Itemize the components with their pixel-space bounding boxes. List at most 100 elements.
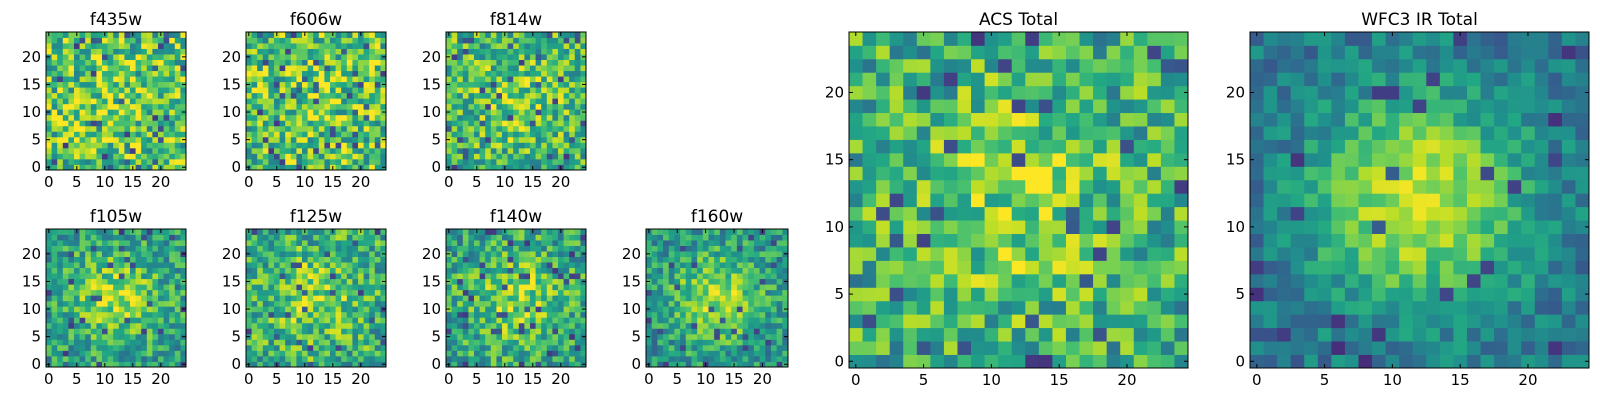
x-tick-label: 0 [444, 370, 454, 388]
heatmap-cell [451, 355, 458, 362]
heatmap-cell [363, 81, 370, 88]
heatmap-cell [74, 37, 80, 44]
heatmap-cell [51, 262, 58, 269]
heatmap-cell [118, 37, 125, 44]
heatmap-cell [141, 273, 148, 280]
heatmap-cell [363, 103, 370, 110]
heatmap-cell [580, 273, 587, 280]
heatmap-cell [943, 260, 958, 275]
heatmap-cell [74, 284, 80, 291]
heatmap-cell [685, 289, 692, 296]
heatmap-cell [68, 136, 75, 143]
heatmap-cell [257, 350, 264, 357]
heatmap-cell [246, 65, 252, 72]
heatmap-cell [731, 278, 738, 285]
heatmap-cell [369, 37, 376, 44]
heatmap-cell [74, 131, 80, 138]
heatmap-cell [174, 37, 181, 44]
heatmap-cell [380, 245, 387, 252]
heatmap-cell [748, 355, 755, 362]
heatmap-cell [569, 295, 576, 302]
heatmap-cell [943, 193, 958, 208]
heatmap-cell [1065, 314, 1080, 329]
heatmap-cell [324, 54, 331, 60]
heatmap-cell [697, 240, 704, 246]
heatmap-cell [518, 125, 525, 132]
heatmap-cell [474, 43, 480, 49]
heatmap-cell [296, 142, 303, 149]
heatmap-cell [552, 289, 559, 296]
heatmap-cell [719, 295, 726, 302]
heatmap-cell [341, 81, 348, 88]
heatmap-cell [335, 136, 342, 143]
heatmap-cell [691, 245, 698, 252]
heatmap-cell [507, 120, 514, 127]
heatmap-cell [46, 153, 52, 160]
heatmap-cell [563, 125, 570, 132]
heatmap-cell [102, 131, 108, 138]
heatmap-cell [490, 322, 497, 329]
heatmap-cell [158, 240, 164, 246]
heatmap-cell [574, 229, 581, 235]
heatmap-cell [1133, 166, 1148, 181]
heatmap-cell [152, 43, 159, 49]
heatmap-cell [313, 350, 320, 357]
heatmap-cell [502, 311, 508, 318]
heatmap-cell [302, 54, 308, 60]
heatmap-cell [930, 273, 945, 288]
heatmap-cell [663, 300, 670, 307]
heatmap-cell [251, 54, 258, 60]
heatmap-cell [862, 354, 877, 369]
heatmap-cell [180, 70, 187, 77]
heatmap-cell [352, 48, 359, 55]
heatmap-cell [507, 158, 514, 165]
heatmap-cell [530, 48, 536, 55]
heatmap-cell [51, 344, 58, 351]
heatmap-cell [541, 114, 548, 121]
heatmap-cell [374, 322, 381, 329]
heatmap-cell [141, 125, 148, 132]
heatmap-cell [290, 278, 297, 285]
heatmap-cell [563, 109, 570, 116]
heatmap-cell [374, 98, 381, 105]
x-tick-label: 0 [244, 370, 254, 388]
heatmap-cell [380, 322, 387, 329]
heatmap-cell [174, 229, 181, 235]
heatmap-cell [274, 131, 280, 138]
heatmap-cell [130, 87, 136, 94]
heatmap-cell [691, 339, 698, 346]
heatmap-cell [680, 262, 687, 269]
heatmap-cell [651, 328, 658, 335]
heatmap-cell [158, 147, 164, 154]
heatmap-cell [742, 267, 749, 274]
heatmap-cell [257, 306, 264, 313]
heatmap-cell [889, 287, 904, 302]
heatmap-cell [685, 350, 692, 357]
heatmap-cell [307, 350, 314, 357]
heatmap-cell [462, 103, 469, 110]
heatmap-cell [685, 256, 692, 263]
heatmap-cell [657, 355, 664, 362]
heatmap-cell [152, 361, 159, 368]
heatmap-cell [174, 142, 181, 149]
heatmap-cell [62, 322, 69, 329]
heatmap-cell [318, 114, 325, 121]
heatmap-cell [62, 306, 69, 313]
heatmap-cell [468, 300, 475, 307]
heatmap-cell [580, 317, 587, 324]
heatmap-cell [782, 328, 789, 335]
heatmap-cell [324, 333, 331, 340]
heatmap-cell [163, 284, 170, 291]
heatmap-cell [889, 179, 904, 194]
heatmap-cell [79, 158, 86, 165]
heatmap-cell [279, 142, 286, 149]
heatmap-cell [657, 245, 664, 252]
x-tick-label: 0 [44, 370, 54, 388]
heatmap-cell [1120, 327, 1135, 342]
heatmap-cell [1079, 314, 1094, 329]
heatmap-cell [502, 120, 508, 127]
heatmap-cell [541, 355, 548, 362]
heatmap-cell [251, 59, 258, 66]
heatmap-cell [363, 48, 370, 55]
